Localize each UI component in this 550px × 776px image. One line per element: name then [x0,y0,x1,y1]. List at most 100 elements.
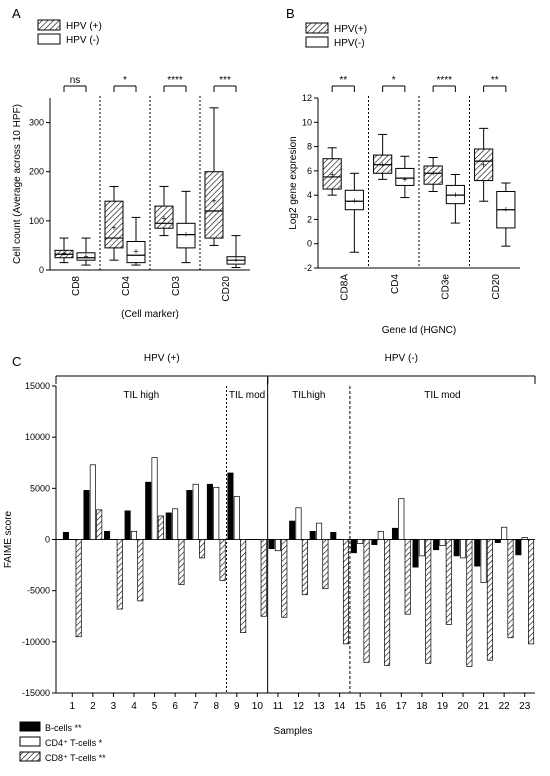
group-label: HPV (+) [144,353,180,364]
subgroup-label: TIL mod [229,390,265,401]
y-axis-label: FAIME score [3,510,14,568]
y-tick-label: 10 [302,117,312,127]
box-mean-marker: + [61,248,66,258]
bar [281,539,288,618]
x-tick-label: 2 [90,701,96,712]
x-tick-label: 18 [416,701,428,712]
box-mean-marker: + [481,160,486,170]
box [76,252,96,261]
panel-c-label: C [12,354,21,369]
legend-swatch [305,36,329,48]
y-tick-label: 6 [307,166,312,176]
legend-label: CD8⁺ T-cells ** [45,753,106,763]
panel-b-chart: -2 0 2 4 6 8 10 12 Log2 gene expresion Gene Id (H… [288,22,520,336]
y-tick-label: 10000 [25,432,50,442]
box [176,222,196,249]
bar [116,539,123,610]
box [423,165,443,185]
legend-swatch [19,721,41,732]
bar [227,472,234,540]
x-tick-label: 7 [193,701,199,712]
y-tick-label: 0 [39,265,44,275]
category-label: CD20 [491,274,502,300]
bar [192,483,199,540]
significance-label: **** [436,75,452,86]
x-tick-label: 9 [234,701,240,712]
category-label: CD3 [171,276,182,296]
box [322,158,342,190]
bar [75,539,82,638]
box-mean-marker: + [83,252,88,262]
bar [363,539,370,663]
y-tick-label: 100 [29,216,44,226]
legend-swatch [305,22,329,34]
x-tick-label: 15 [355,701,367,712]
x-tick-label: 4 [131,701,137,712]
category-label: CD4 [121,276,132,296]
y-tick-label: -10000 [22,637,50,647]
bar [165,512,172,540]
bar [377,530,384,540]
bar [342,539,350,645]
box-mean-marker: + [431,168,436,178]
box [104,200,124,249]
box-mean-marker: + [380,160,385,170]
y-tick-label: 0 [307,239,312,249]
y-tick-label: 2 [307,214,312,224]
bar [219,539,226,581]
bar [89,464,96,540]
y-axis-label: Cell count (Average across 10 HPF) [12,104,23,264]
bar [316,522,323,540]
legend-label: B-cells ** [45,723,82,733]
box [344,189,364,211]
subgroup-label: TILhigh [292,390,325,401]
bar [289,520,296,540]
bar [357,539,364,544]
panel-a-label: A [12,6,21,21]
bar [157,515,164,540]
bar [459,539,467,559]
bar [137,539,144,602]
bar [83,490,90,540]
bar [507,539,514,639]
bar [62,531,69,540]
x-tick-label: 10 [252,701,264,712]
y-tick-label: 4 [307,190,312,200]
bar [528,539,535,645]
bar [433,539,440,551]
legend-label: HPV (+) [66,21,102,32]
box-mean-marker: + [352,196,357,206]
legend-label: HPV(+) [334,24,367,35]
x-tick-label: 13 [314,701,326,712]
x-tick-label: 23 [519,701,531,712]
category-label: CD3e [440,274,451,300]
box [373,154,393,174]
bar [425,539,432,664]
y-tick-label: 12 [302,93,312,103]
legend-swatch [19,736,41,747]
bar [322,539,329,589]
x-axis-label: (Cell marker) [121,309,179,320]
box-mean-marker: + [161,213,166,223]
legend-swatch [19,751,41,762]
bar [274,539,281,552]
category-label: CD8 [71,276,82,296]
x-tick-label: 12 [293,701,305,712]
box-mean-marker: + [133,246,138,256]
y-tick-label: 200 [29,167,44,177]
bar [268,539,275,550]
x-tick-label: 11 [273,701,284,712]
bar [130,530,138,540]
panel-a-chart: 0 100 200 300 Cell count (Average across 10 … [12,19,250,320]
y-axis-label: Log2 gene expresion [288,136,299,229]
bar [213,486,220,540]
bar [309,530,316,540]
category-label: CD4 [390,274,401,294]
bar [104,530,111,540]
x-tick-label: 1 [70,701,76,712]
y-tick-label: -5000 [27,586,50,596]
bar [480,539,487,583]
significance-label: * [123,75,127,86]
bar [398,498,405,540]
y-tick-label: 15000 [25,381,50,391]
